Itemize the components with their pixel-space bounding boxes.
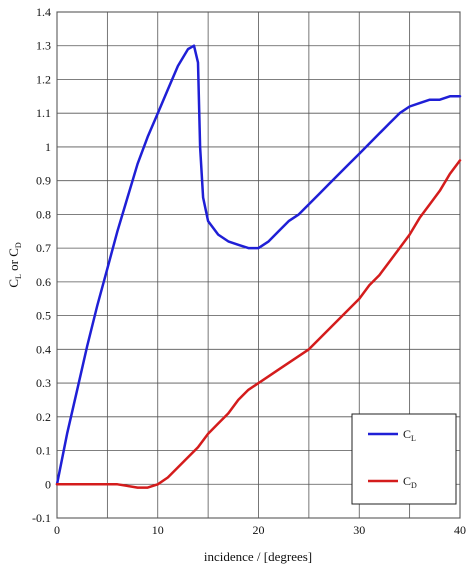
y-tick-label: 0.9: [36, 174, 51, 188]
y-axis-title-sub-l: L: [14, 274, 23, 279]
x-tick-label: 10: [152, 523, 164, 537]
tick-labels: -0.100.10.20.30.40.50.60.70.80.911.11.21…: [32, 5, 466, 537]
y-tick-label: 1.2: [36, 72, 51, 86]
y-tick-label: 0.8: [36, 207, 51, 221]
legend: CL CD: [351, 413, 457, 505]
y-tick-label: 0.2: [36, 410, 51, 424]
y-tick-label: 1: [45, 140, 51, 154]
y-tick-label: 0.5: [36, 309, 51, 323]
y-tick-label: 0.3: [36, 376, 51, 390]
y-tick-label: -0.1: [32, 511, 51, 525]
grid: [56, 11, 461, 519]
y-tick-label: 0.7: [36, 241, 51, 255]
y-axis-title-sub-d: D: [14, 242, 23, 248]
x-axis-title: incidence / [degrees]: [204, 549, 312, 564]
series-group: [55, 44, 462, 489]
legend-label-cl: CL: [403, 427, 416, 443]
x-tick-label: 0: [54, 523, 60, 537]
x-tick-label: 40: [454, 523, 466, 537]
y-axis-title-or: or C: [6, 248, 21, 274]
x-tick-label: 20: [253, 523, 265, 537]
legend-label-cd: CD: [403, 474, 417, 490]
y-tick-label: 0.4: [36, 342, 51, 356]
series-line-cl: [55, 44, 462, 486]
x-tick-label: 30: [353, 523, 365, 537]
y-axis-title-main: C: [6, 279, 21, 288]
series-line-cd: [55, 159, 462, 489]
y-axis-title: CL or CD: [6, 242, 23, 288]
y-tick-label: 1.3: [36, 39, 51, 53]
y-tick-label: 0.6: [36, 275, 51, 289]
svg-text:CL or CD: CL or CD: [6, 242, 23, 288]
y-tick-label: 0: [45, 477, 51, 491]
legend-box: [351, 413, 457, 505]
y-tick-label: 1.4: [36, 5, 51, 19]
y-tick-label: 1.1: [36, 106, 51, 120]
y-tick-label: 0.1: [36, 444, 51, 458]
